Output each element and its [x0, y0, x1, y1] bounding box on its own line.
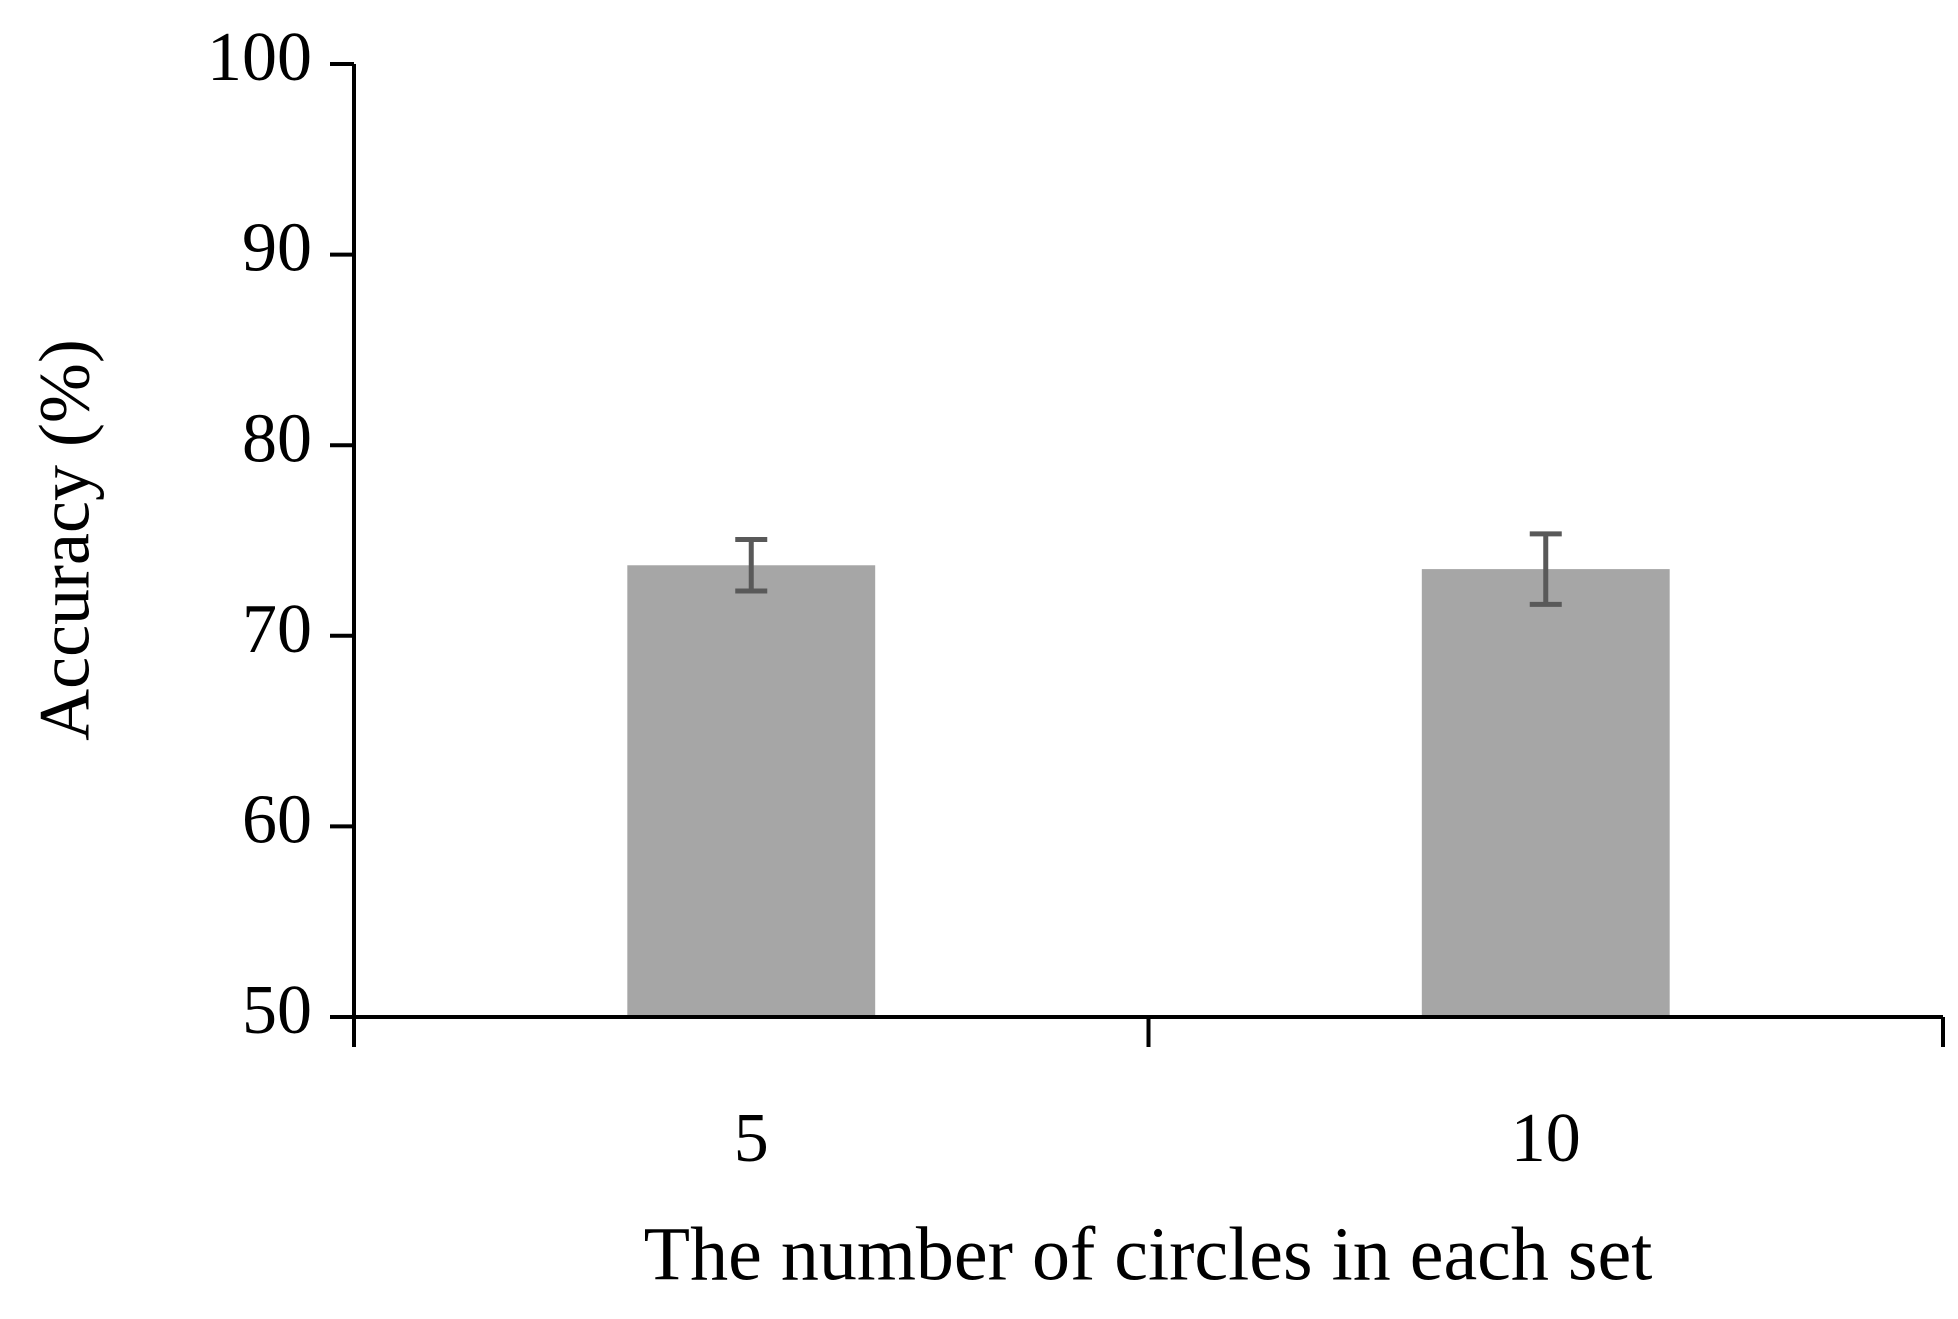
y-axis-title: Accuracy (%) — [25, 339, 105, 741]
y-tick-label: 70 — [242, 591, 312, 668]
y-tick-label: 60 — [242, 781, 312, 858]
error-bar — [735, 537, 768, 594]
y-tick-label: 50 — [242, 972, 312, 1049]
x-tick-label: 10 — [1511, 1100, 1581, 1177]
y-tick-label: 90 — [242, 210, 312, 287]
y-tick-label: 80 — [242, 400, 312, 477]
bar — [627, 565, 876, 1017]
x-tick-label: 5 — [734, 1100, 769, 1177]
error-bar — [1529, 531, 1562, 607]
x-axis-title: The number of circles in each set — [644, 1212, 1653, 1296]
bar — [1421, 569, 1670, 1017]
y-tick-label: 100 — [207, 19, 312, 96]
